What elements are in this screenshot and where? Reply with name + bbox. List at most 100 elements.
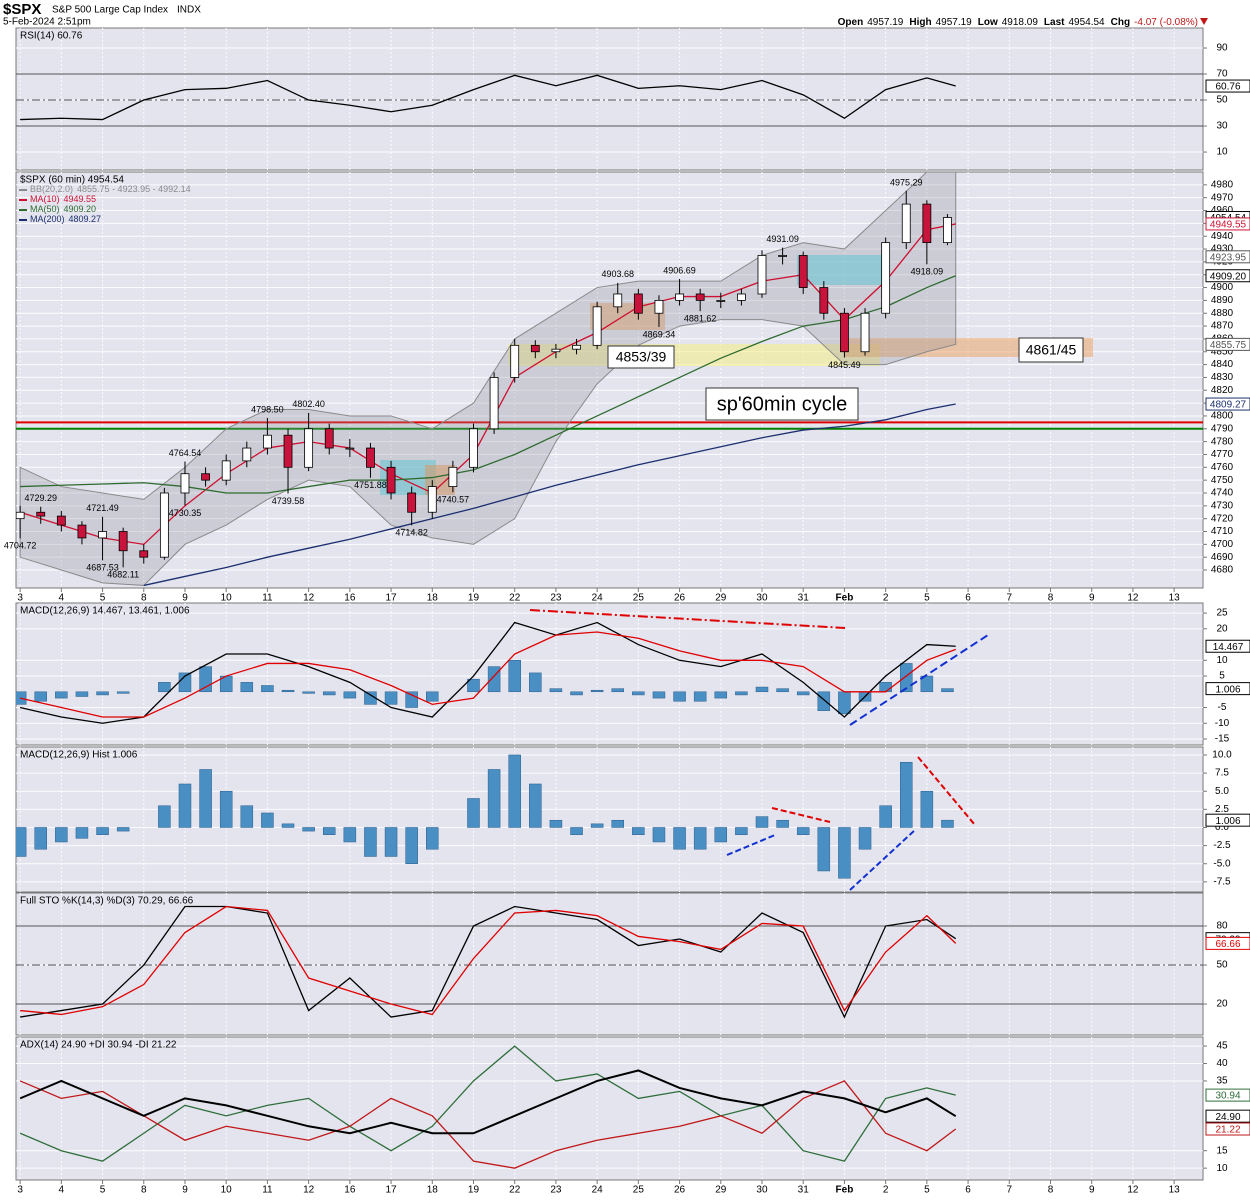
hist-bar: [673, 691, 686, 702]
hist-bar: [240, 805, 254, 828]
zone: [590, 303, 665, 330]
hist-bar: [796, 691, 810, 696]
y-tick-label: 4960: [1211, 205, 1234, 216]
y-tick-label: 5.0: [1215, 786, 1229, 797]
hist-bar: [55, 827, 68, 843]
candle-body: [551, 348, 561, 353]
panel-plot: [16, 603, 1203, 745]
hist-bar: [632, 827, 645, 835]
candle-body: [159, 492, 169, 558]
line: [20, 905, 957, 1016]
quote: Open 4957.19 High 4957.19 Low 4918.09 Last 4954…: [838, 17, 1198, 28]
x-tick-label: 5: [100, 593, 106, 604]
x-tick-label: 3: [17, 593, 23, 604]
value-box: [1205, 639, 1250, 653]
hist-bar: [158, 805, 171, 828]
hist-bar: [838, 827, 851, 879]
hist-bar: [199, 666, 212, 693]
x-tick-label: 16: [344, 593, 356, 604]
price-label: 4740.57: [437, 495, 470, 505]
line: [19, 621, 956, 724]
price-label: 4798.50: [251, 404, 284, 414]
x-tick-label: 12: [1127, 593, 1139, 604]
value-box: [1205, 79, 1250, 93]
hist-bar: [34, 691, 47, 702]
price-label: 4721.49: [86, 503, 119, 513]
value-box: [1205, 936, 1250, 950]
y-tick-label: 70: [1216, 69, 1228, 80]
line: [19, 1080, 957, 1169]
value-label: 24.90: [1215, 1112, 1240, 1123]
price-label: 4730.35: [169, 508, 202, 518]
candle-body: [901, 203, 911, 244]
candle-body: [427, 486, 437, 513]
x-tick-label: 18: [427, 593, 439, 604]
x-tick-label: 16: [344, 1185, 356, 1196]
x-tick-label: 9: [1089, 1185, 1095, 1196]
y-tick-label: 80: [1216, 921, 1228, 932]
x-tick-label: 25: [633, 1185, 645, 1196]
x-tick-label: 23: [550, 593, 562, 604]
hist-bar: [302, 827, 315, 832]
hist-bar: [941, 819, 954, 828]
price-label: 4931.09: [766, 234, 799, 244]
hist-bar: [426, 827, 439, 850]
y-tick-label: 35: [1216, 1076, 1228, 1087]
price-label: 4845.49: [828, 360, 861, 370]
value-box: [1205, 250, 1250, 264]
x-tick-label: 7: [1007, 593, 1013, 604]
hist-bar: [590, 689, 604, 693]
quote-label: Chg: [1111, 17, 1130, 28]
value-label: 1.006: [1215, 684, 1240, 695]
candle-body: [56, 515, 66, 526]
legend-entry: MA(50) 4909.20: [30, 204, 96, 214]
panel-title: MACD(12,26,9) Hist 1.006: [20, 750, 138, 761]
candle-body: [469, 428, 478, 468]
price-label: 4975.29: [890, 177, 923, 187]
hist-bar: [755, 816, 769, 828]
x-tick-label: 17: [385, 1185, 397, 1196]
candle-body: [242, 447, 252, 462]
hist-bar: [467, 678, 480, 693]
hist-bar: [75, 691, 89, 697]
y-tick-label: 4780: [1211, 436, 1234, 447]
hist-bar: [343, 691, 357, 699]
panel-title: MACD(12,26,9) 14.467, 13.461, 1.006: [20, 606, 190, 617]
trend-line: [529, 609, 846, 629]
hist-bar: [281, 689, 295, 693]
y-tick-label: 25: [1216, 608, 1228, 619]
hist-bar: [322, 691, 336, 696]
line: [20, 275, 956, 494]
x-tick-label: 5: [924, 593, 930, 604]
legend-entry: MA(200) 4809.27: [30, 214, 101, 224]
candle-body: [386, 466, 396, 494]
hist-bar: [261, 685, 274, 693]
hist-bar: [549, 688, 563, 693]
y-tick-label: 10: [1216, 655, 1228, 666]
candle-body: [778, 255, 788, 257]
down-arrow: [1200, 18, 1208, 25]
candle-body: [139, 550, 149, 558]
hist-bar: [590, 823, 604, 828]
value-box: [1205, 217, 1250, 231]
x-tick-label: 8: [1048, 1185, 1054, 1196]
y-tick-label: 4840: [1211, 359, 1234, 370]
y-tick-label: 4900: [1211, 282, 1234, 293]
hist-bar: [322, 827, 336, 835]
hist-bar: [55, 691, 68, 699]
y-tick-label: -15: [1215, 734, 1230, 745]
price-label: 4906.69: [663, 265, 696, 275]
hist-bar: [487, 666, 501, 693]
legend-value: 4809.27: [69, 214, 102, 224]
y-tick-label: 50: [1216, 960, 1228, 971]
hist-bar: [549, 819, 563, 828]
legend-name: MA(200): [30, 214, 65, 224]
legend-name: MA(50): [30, 204, 60, 214]
y-tick-label: -2.5: [1213, 840, 1231, 851]
date: 5-Feb-2024 2:51pm: [3, 17, 91, 28]
y-tick-label: 5: [1219, 671, 1225, 682]
zone: [797, 255, 885, 285]
legend-entry: BB(20,2.0) 4855.75 - 4923.95 - 4992.14: [30, 184, 191, 194]
x-tick-label: 24: [592, 593, 604, 604]
hist-bar: [776, 819, 789, 828]
